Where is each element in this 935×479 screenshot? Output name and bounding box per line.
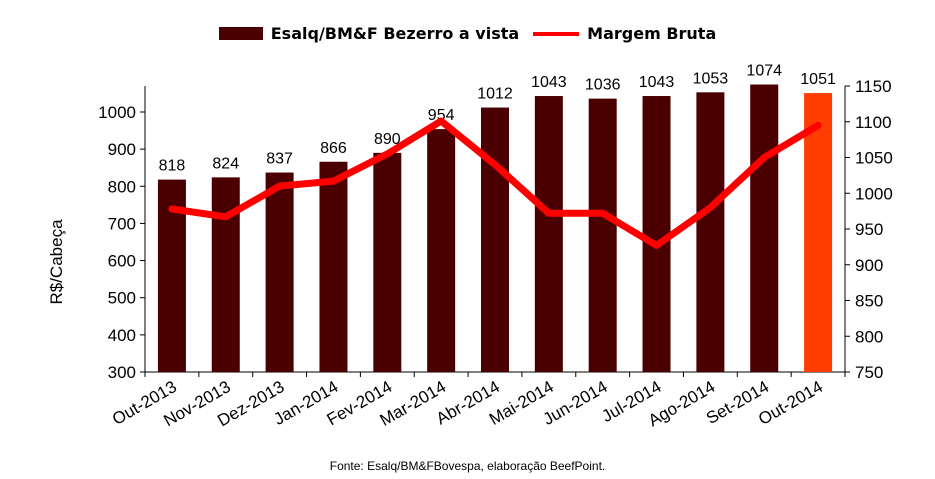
bar-value-label: 1043 (639, 74, 675, 91)
bar-value-label: 954 (428, 107, 455, 124)
legend-item-line: Margem Bruta (533, 24, 716, 43)
y-tick-label-left: 300 (108, 363, 136, 382)
bar (642, 96, 671, 373)
y-tick-label-right: 1050 (855, 149, 893, 168)
legend-swatch-bar (218, 27, 263, 40)
y-tick-label-right: 900 (855, 256, 883, 275)
bar-value-label: 1053 (693, 70, 729, 87)
bar (481, 107, 509, 373)
y-tick-label-right: 1100 (855, 113, 892, 132)
y-tick-label-left: 600 (108, 252, 136, 271)
bar-value-label: 1051 (800, 71, 836, 88)
bar-value-label: 1043 (531, 74, 567, 91)
y-tick-label-left: 900 (108, 140, 136, 159)
line-margem-bruta (168, 117, 822, 249)
source-note: Fonte: Esalq/BM&FBovespa, elaboração Bee… (329, 459, 606, 473)
y-tick-label-left: 800 (108, 177, 136, 196)
legend-label-line: Margem Bruta (587, 24, 717, 43)
y-tick-label-right: 950 (855, 220, 883, 239)
bar-value-label: 866 (320, 140, 347, 157)
bar (319, 161, 348, 372)
legend-label-bar: Esalq/BM&F Bezerro a vista (270, 24, 520, 43)
y-tick-label-right: 1000 (855, 184, 893, 203)
bar-value-label: 1036 (585, 77, 621, 94)
y-tick-label-right: 750 (855, 363, 883, 382)
bar (696, 92, 725, 373)
bar-value-label: 1012 (477, 86, 513, 103)
y-tick-label-left: 700 (108, 214, 136, 233)
y-tick-label-left: 1000 (98, 103, 136, 122)
bar-value-label: 818 (159, 158, 186, 175)
y-axis-label: R$/Cabeça (47, 219, 66, 305)
bar-value-label: 837 (266, 151, 293, 168)
bar-value-label: 824 (212, 155, 239, 172)
bar-value-label: 890 (374, 131, 401, 148)
bar (265, 172, 294, 372)
bar (804, 93, 833, 373)
y-tick-label-left: 400 (108, 326, 136, 345)
y-tick-label-right: 800 (855, 327, 883, 346)
legend-swatch-line (533, 31, 580, 36)
bar (373, 152, 402, 372)
bar (427, 129, 456, 372)
bar (588, 98, 617, 372)
bar (211, 177, 240, 372)
bar (750, 84, 779, 372)
y-tick-label-left: 500 (108, 289, 136, 308)
y-tick-label-right: 1150 (855, 77, 892, 96)
y-tick-label-right: 850 (855, 292, 883, 311)
chart-legend: Esalq/BM&F Bezerro a vista Margem Bruta (0, 24, 935, 43)
bar (534, 96, 563, 373)
legend-item-bar: Esalq/BM&F Bezerro a vista (218, 24, 520, 43)
bar-value-label: 1074 (746, 63, 782, 80)
